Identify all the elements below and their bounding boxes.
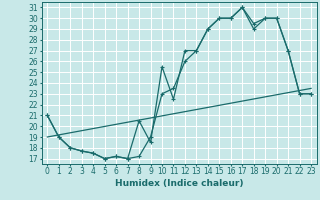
X-axis label: Humidex (Indice chaleur): Humidex (Indice chaleur) [115,179,244,188]
